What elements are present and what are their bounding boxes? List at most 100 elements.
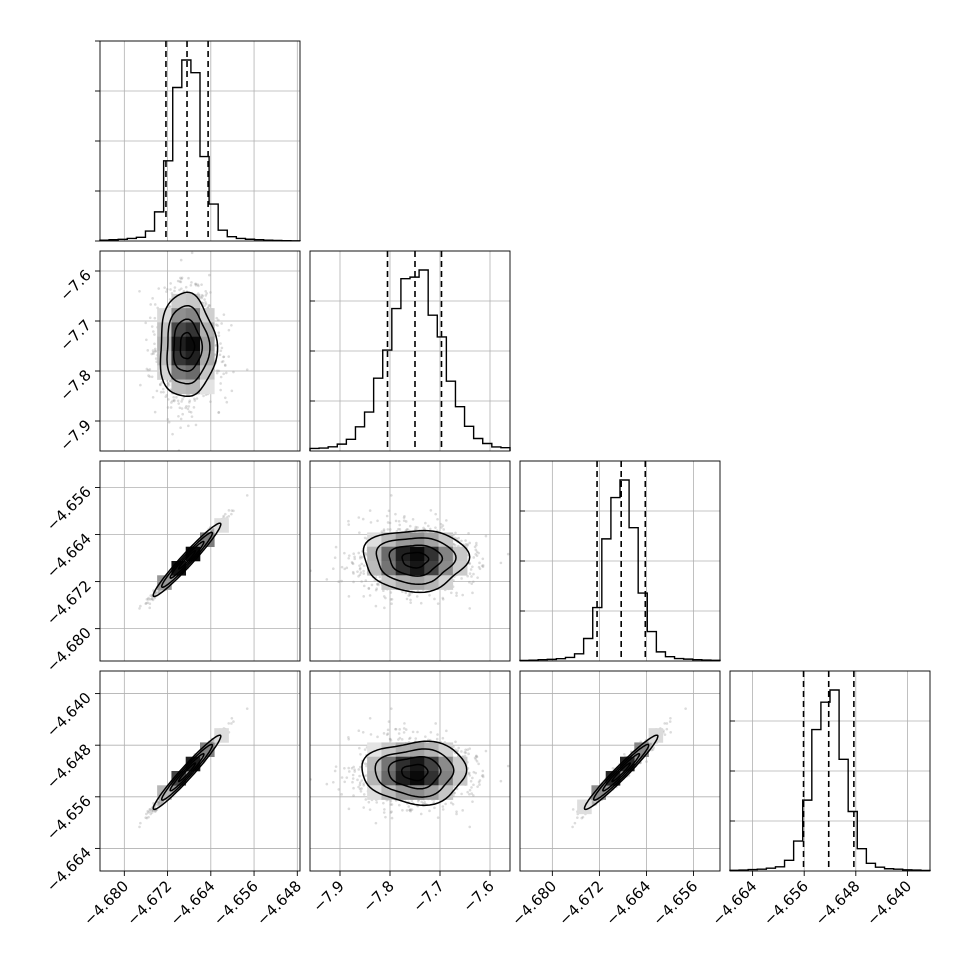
- sample-point: [362, 569, 365, 573]
- density-cell: [200, 336, 215, 352]
- sample-point: [221, 360, 225, 363]
- sample-point: [428, 527, 432, 531]
- sample-point: [424, 521, 427, 525]
- sample-point: [439, 522, 443, 526]
- sample-point: [358, 566, 362, 570]
- sample-point: [471, 591, 474, 595]
- sample-point: [227, 509, 231, 512]
- sample-point: [364, 553, 368, 557]
- sample-point: [201, 294, 204, 298]
- sample-point: [169, 282, 172, 285]
- sample-point: [374, 588, 378, 592]
- sample-point: [227, 328, 231, 332]
- density-cell: [157, 308, 172, 323]
- sample-point: [362, 572, 366, 575]
- sample-point: [166, 406, 170, 409]
- sample-point: [165, 290, 168, 293]
- sample-point: [176, 399, 180, 403]
- sample-point: [445, 519, 448, 522]
- histogram-step: [519, 479, 721, 662]
- sample-point: [386, 521, 390, 524]
- sample-point: [419, 601, 423, 605]
- sample-point: [210, 529, 214, 533]
- sample-point: [217, 411, 220, 414]
- panel-content: [138, 251, 249, 451]
- sample-point: [227, 515, 231, 518]
- sample-point: [175, 396, 178, 399]
- sample-point: [153, 316, 157, 320]
- sample-point: [343, 567, 347, 571]
- sample-point: [414, 527, 417, 531]
- sample-point: [212, 527, 215, 531]
- sample-point: [172, 399, 176, 403]
- histogram-step: [309, 269, 511, 451]
- sample-point: [194, 283, 198, 287]
- sample-point: [455, 594, 458, 597]
- sample-point: [464, 543, 468, 546]
- sample-point: [397, 519, 401, 523]
- sample-point: [362, 564, 366, 567]
- sample-point: [382, 595, 386, 598]
- sample-point: [397, 527, 400, 531]
- sample-point: [150, 352, 154, 356]
- sample-point: [139, 383, 142, 387]
- sample-point: [469, 568, 473, 571]
- sample-point: [359, 555, 362, 558]
- sample-point: [165, 287, 169, 291]
- sample-point: [506, 552, 510, 556]
- sample-point: [153, 342, 156, 346]
- sample-point: [153, 410, 157, 414]
- sample-point: [224, 371, 228, 375]
- sample-point: [173, 286, 177, 289]
- sample-point: [404, 520, 408, 523]
- density-panel-2-0: [99, 460, 301, 662]
- sample-point: [150, 375, 154, 379]
- sample-point: [190, 281, 193, 284]
- sample-point: [153, 333, 156, 336]
- sample-point: [154, 350, 157, 353]
- sample-point: [356, 570, 359, 573]
- sample-point: [160, 381, 164, 384]
- sample-point: [145, 367, 149, 371]
- sample-point: [453, 543, 457, 547]
- sample-point: [395, 529, 399, 533]
- sample-point: [148, 375, 151, 378]
- sample-point: [358, 531, 361, 534]
- sample-point: [360, 580, 363, 583]
- sample-point: [147, 596, 150, 600]
- sample-point: [461, 593, 464, 597]
- sample-point: [357, 516, 361, 519]
- sample-point: [475, 550, 479, 554]
- sample-point: [153, 303, 157, 306]
- contour-0: [177, 549, 197, 570]
- sample-point: [203, 298, 206, 301]
- sample-point: [177, 414, 180, 418]
- sample-point: [185, 404, 188, 408]
- histogram-step: [99, 59, 301, 242]
- sample-point: [351, 570, 355, 574]
- sample-point: [151, 395, 155, 399]
- density-panel-1-0: [99, 250, 301, 452]
- sample-point: [167, 398, 170, 401]
- sample-point: [364, 579, 368, 582]
- sample-point: [161, 387, 165, 391]
- sample-point: [150, 597, 154, 601]
- sample-point: [173, 289, 176, 293]
- sample-point: [186, 407, 190, 411]
- sample-point: [209, 291, 212, 294]
- sample-point: [148, 368, 152, 371]
- sample-point: [200, 293, 204, 297]
- sample-point: [144, 321, 147, 325]
- sample-point: [145, 338, 148, 342]
- sample-point: [139, 604, 142, 608]
- sample-point: [222, 313, 226, 316]
- sample-point: [146, 601, 150, 604]
- density-cell: [157, 336, 172, 352]
- sample-point: [145, 597, 149, 601]
- sample-point: [340, 579, 343, 583]
- sample-point: [219, 388, 222, 392]
- sample-point: [168, 305, 172, 308]
- histogram-step: [729, 689, 931, 872]
- sample-point: [478, 561, 481, 565]
